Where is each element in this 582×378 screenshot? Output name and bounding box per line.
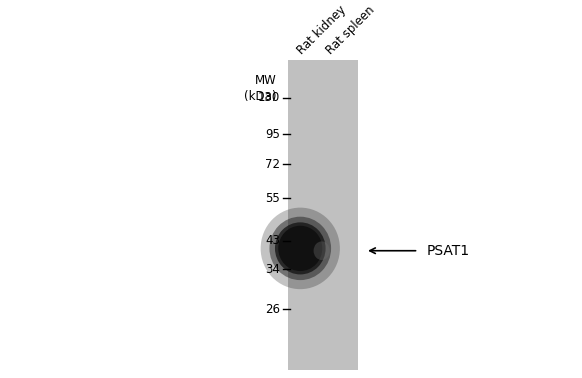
Text: 130: 130	[258, 91, 280, 104]
Ellipse shape	[261, 208, 340, 289]
Text: 34: 34	[265, 263, 280, 276]
Text: Rat kidney: Rat kidney	[294, 3, 349, 57]
Ellipse shape	[314, 242, 330, 260]
Text: 26: 26	[265, 303, 280, 316]
Text: 72: 72	[265, 158, 280, 170]
Ellipse shape	[269, 217, 331, 280]
Text: Rat spleen: Rat spleen	[324, 3, 378, 57]
Text: MW
(kDa): MW (kDa)	[244, 74, 276, 102]
Text: PSAT1: PSAT1	[427, 244, 470, 258]
Text: 55: 55	[265, 192, 280, 205]
Ellipse shape	[275, 222, 325, 274]
Ellipse shape	[278, 226, 322, 271]
Text: 95: 95	[265, 128, 280, 141]
Text: 43: 43	[265, 234, 280, 247]
Bar	[288, 60, 357, 370]
